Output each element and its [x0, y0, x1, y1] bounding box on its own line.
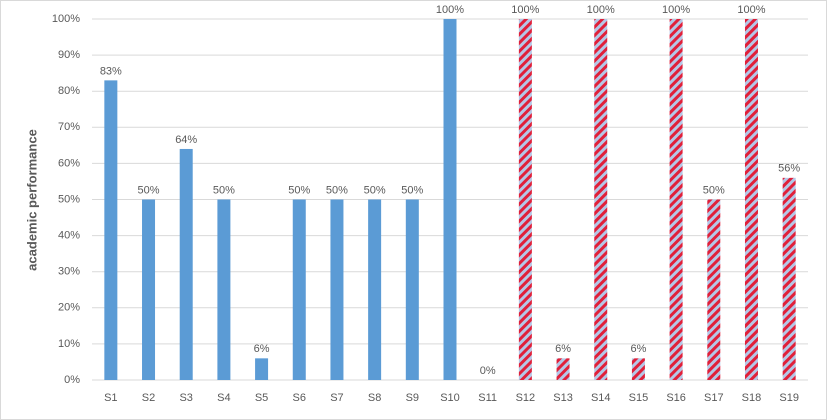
data-label: 6% — [555, 343, 571, 355]
data-label: 50% — [213, 184, 235, 196]
y-tick-label: 0% — [64, 374, 80, 386]
bar — [744, 19, 758, 380]
data-label: 0% — [480, 365, 496, 377]
x-tick-label: S6 — [293, 392, 306, 404]
bar — [255, 358, 269, 380]
x-tick-label: S4 — [217, 392, 230, 404]
x-tick-label: S2 — [142, 392, 155, 404]
y-tick-label: 80% — [58, 85, 80, 97]
x-tick-label: S1 — [104, 392, 117, 404]
bar — [217, 199, 231, 380]
bar — [707, 199, 721, 380]
bar — [782, 177, 796, 380]
x-tick-label: S17 — [704, 392, 724, 404]
data-label: 6% — [254, 343, 270, 355]
y-tick-label: 50% — [58, 193, 80, 205]
bar — [631, 358, 645, 380]
bar — [518, 19, 532, 380]
data-label: 56% — [778, 163, 800, 175]
x-tick-label: S7 — [330, 392, 343, 404]
data-label: 100% — [436, 4, 464, 16]
data-label: 100% — [737, 4, 765, 16]
data-label: 83% — [100, 65, 122, 77]
data-label: 50% — [364, 184, 386, 196]
bar — [594, 19, 608, 380]
bar — [443, 19, 457, 380]
y-tick-label: 30% — [58, 266, 80, 278]
bar — [292, 199, 306, 380]
x-tick-label: S9 — [406, 392, 419, 404]
y-tick-label: 60% — [58, 157, 80, 169]
bar — [330, 199, 344, 380]
y-tick-label: 100% — [52, 13, 80, 25]
y-tick-label: 10% — [58, 338, 80, 350]
x-tick-label: S5 — [255, 392, 268, 404]
data-label: 50% — [138, 184, 160, 196]
y-axis-label: academic performance — [24, 129, 39, 271]
x-tick-label: S10 — [440, 392, 460, 404]
data-label: 50% — [401, 184, 423, 196]
x-tick-label: S16 — [666, 392, 686, 404]
data-label: 6% — [630, 343, 646, 355]
x-tick-label: S3 — [179, 392, 192, 404]
data-label: 100% — [511, 4, 539, 16]
y-tick-label: 70% — [58, 121, 80, 133]
x-tick-label: S18 — [742, 392, 762, 404]
bar — [556, 358, 570, 380]
data-label: 50% — [326, 184, 348, 196]
bar — [142, 199, 156, 380]
bar — [179, 148, 193, 380]
data-label: 50% — [703, 184, 725, 196]
bar — [104, 80, 118, 381]
x-tick-label: S12 — [516, 392, 536, 404]
data-label: 100% — [662, 4, 690, 16]
data-label: 100% — [587, 4, 615, 16]
data-label: 50% — [288, 184, 310, 196]
y-tick-label: 40% — [58, 230, 80, 242]
bar — [669, 19, 683, 380]
y-tick-label: 90% — [58, 49, 80, 61]
y-tick-label: 20% — [58, 302, 80, 314]
x-tick-label: S14 — [591, 392, 611, 404]
x-tick-label: S13 — [553, 392, 573, 404]
bar — [368, 199, 382, 380]
x-tick-label: S8 — [368, 392, 381, 404]
bar — [405, 199, 419, 380]
x-tick-label: S11 — [478, 392, 497, 404]
x-tick-label: S15 — [629, 392, 649, 404]
x-tick-label: S19 — [779, 392, 799, 404]
data-label: 64% — [175, 134, 197, 146]
